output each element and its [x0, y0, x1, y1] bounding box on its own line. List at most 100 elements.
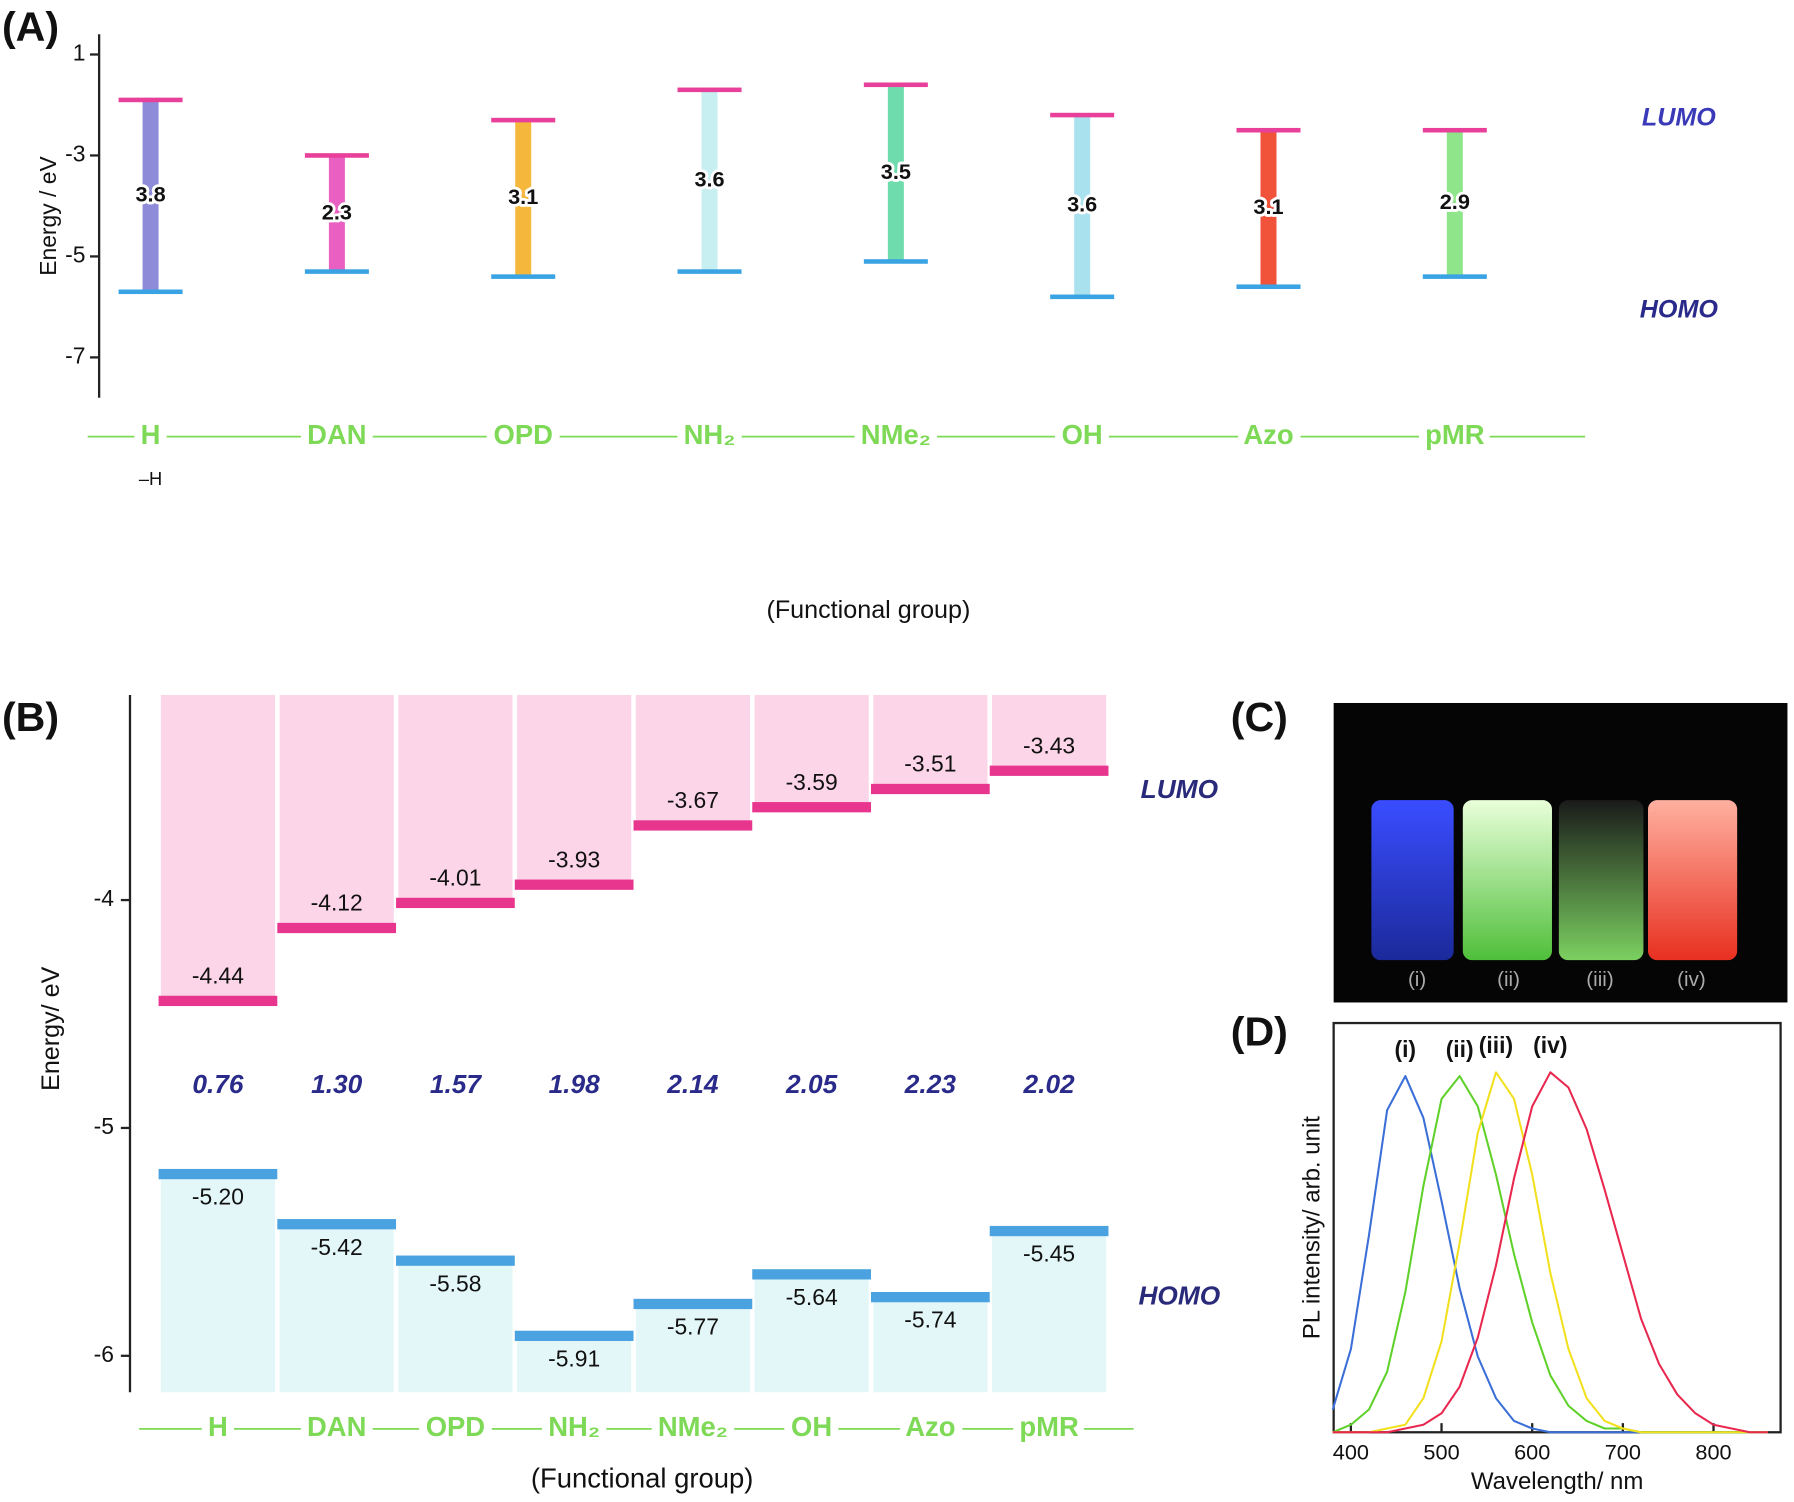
lumo-level: [989, 765, 1109, 776]
homo-level: [514, 1330, 634, 1342]
homo-fill: [873, 1296, 988, 1393]
legend-label: LUMO: [1642, 104, 1716, 132]
homo-level: [304, 269, 369, 274]
annotation: –H: [139, 468, 162, 489]
homo-level: [752, 1269, 871, 1280]
lumo-label: -3.51: [904, 751, 956, 777]
lumo-label: -4.44: [192, 963, 244, 989]
lumo-level: [1236, 127, 1301, 133]
gap-bar: [1074, 115, 1091, 297]
lumo-fill: [517, 694, 632, 885]
homo-level: [1422, 274, 1487, 279]
homo-level: [118, 289, 183, 295]
gap-label: 1.57: [430, 1069, 483, 1099]
lumo-fill: [992, 694, 1107, 771]
gap-label: 3.6: [694, 166, 724, 191]
homo-level: [158, 1168, 278, 1180]
x-tick-label: H: [208, 1411, 228, 1442]
homo-fill: [635, 1303, 750, 1393]
y-axis-label: PL intensity/ arb. unit: [1298, 1116, 1325, 1340]
lumo-level: [514, 879, 634, 890]
gap-bar: [142, 99, 159, 292]
homo-level: [1236, 284, 1301, 290]
vial-label: (iv): [1677, 968, 1706, 991]
gap-label: 3.1: [1253, 194, 1283, 219]
homo-label: -5.20: [192, 1184, 244, 1210]
x-tick-label: DAN: [307, 1411, 366, 1442]
x-tick-label: 600: [1514, 1440, 1550, 1465]
y-tick-label: -7: [65, 342, 85, 368]
lumo-fill: [160, 694, 276, 1001]
y-tick-label: 1: [73, 40, 86, 66]
x-tick-label: pMR: [1425, 419, 1485, 450]
gap-bar: [1260, 130, 1277, 287]
vial-label: (iii): [1586, 968, 1613, 991]
lumo-level: [118, 97, 183, 103]
gap-label: 3.1: [508, 184, 538, 209]
lumo-level: [633, 820, 753, 831]
y-tick-label: -6: [94, 1341, 114, 1367]
lumo-label: -3.59: [786, 769, 838, 795]
gap-label: 2.02: [1023, 1069, 1076, 1099]
gap-label: 3.8: [135, 182, 165, 207]
x-tick-label: NMe₂: [861, 419, 931, 450]
lumo-label: -4.01: [429, 865, 481, 891]
lumo-label: -3.67: [667, 787, 719, 813]
gap-label: 2.14: [666, 1069, 719, 1099]
vial-label: (i): [1408, 968, 1426, 991]
x-tick-label: OH: [791, 1411, 832, 1442]
homo-label: -5.77: [667, 1314, 719, 1340]
series-label: (iv): [1533, 1032, 1567, 1058]
homo-label: -5.74: [904, 1307, 956, 1333]
homo-level: [396, 1255, 515, 1266]
lumo-fill: [635, 694, 750, 825]
lumo-level: [158, 995, 278, 1007]
gap-label: 2.05: [785, 1069, 838, 1099]
legend-label: LUMO: [1141, 774, 1218, 804]
series-label: (iii): [1479, 1032, 1513, 1058]
panel-label: (A): [2, 4, 59, 50]
x-tick-label: OPD: [426, 1411, 485, 1442]
lumo-fill: [754, 694, 869, 807]
homo-fill: [754, 1273, 869, 1393]
panel-label: (C): [1231, 694, 1288, 740]
homo-fill: [160, 1173, 276, 1393]
photo: (i) (ii) (iii) (iv): [1333, 702, 1788, 1003]
gap-bar: [887, 84, 904, 262]
gap-bar: [515, 120, 532, 277]
homo-label: -5.45: [1023, 1241, 1075, 1267]
homo-level: [989, 1225, 1109, 1237]
lumo-label: -3.93: [548, 846, 600, 872]
lumo-label: -3.43: [1023, 732, 1075, 758]
vial: [1648, 800, 1738, 961]
homo-label: -5.91: [548, 1345, 600, 1371]
gap-bar: [328, 155, 345, 272]
x-tick-label: 700: [1605, 1440, 1641, 1465]
x-tick-label: DAN: [307, 419, 366, 450]
homo-level: [491, 274, 556, 279]
lumo-level: [491, 117, 556, 123]
gap-bar: [1446, 130, 1463, 277]
gap-label: 3.5: [881, 159, 911, 184]
homo-level: [677, 269, 742, 274]
gap-label: 1.98: [549, 1069, 601, 1099]
lumo-label: -4.12: [311, 890, 363, 916]
y-tick-label: -3: [65, 140, 85, 166]
line-series: [1332, 1071, 1768, 1434]
lumo-level: [396, 897, 515, 909]
lumo-fill: [873, 694, 988, 789]
vial: [1462, 800, 1552, 961]
line-series: [1332, 1071, 1768, 1434]
homo-level: [870, 1291, 990, 1303]
y-axis-label: Energy / eV: [35, 156, 61, 276]
lumo-fill: [279, 694, 394, 928]
legend-label: HOMO: [1138, 1280, 1220, 1310]
homo-fill: [992, 1230, 1107, 1393]
line-series: [1331, 1075, 1768, 1434]
y-tick-label: -5: [94, 1113, 114, 1139]
homo-label: -5.58: [429, 1270, 481, 1296]
series-label: (ii): [1446, 1036, 1474, 1062]
x-tick-label: pMR: [1019, 1411, 1079, 1442]
homo-level: [1050, 294, 1115, 300]
